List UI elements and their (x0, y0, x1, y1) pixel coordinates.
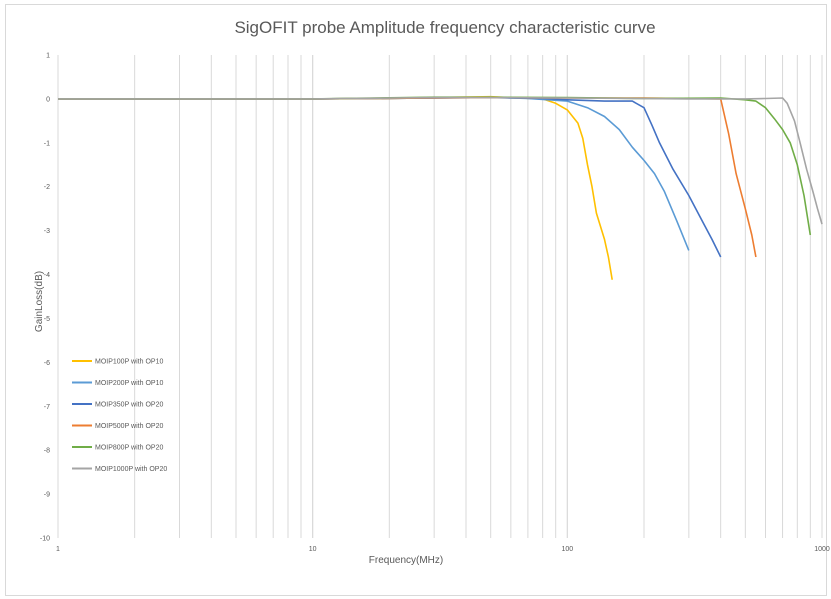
y-tick-label: -1 (44, 140, 50, 147)
legend-label: MOIP1000P with OP20 (95, 466, 167, 473)
x-tick-label: 1000 (814, 546, 830, 553)
y-tick-label: -6 (44, 360, 50, 367)
y-axis-label: GainLoss(dB) (34, 271, 45, 332)
y-tick-label: -2 (44, 184, 50, 191)
chart-area (5, 4, 827, 596)
legend-label: MOIP500P with OP20 (95, 423, 163, 430)
y-tick-label: -10 (40, 536, 50, 543)
y-tick-label: -5 (44, 316, 50, 323)
legend-label: MOIP800P with OP20 (95, 445, 163, 452)
gridlines (57, 55, 823, 538)
y-axis-ticks: 1 0 -1 -2 -3 -4 -5 -6 -7 -8 -9 -10 (40, 53, 50, 543)
x-axis-ticks: 1 10 100 1000 (56, 546, 830, 553)
x-tick-label: 100 (561, 546, 573, 553)
y-tick-label: -7 (44, 404, 50, 411)
chart-title: SigOFIT probe Amplitude frequency charac… (234, 18, 655, 37)
y-tick-label: 1 (46, 53, 50, 60)
y-tick-label: -8 (44, 448, 50, 455)
legend-label: MOIP200P with OP10 (95, 380, 163, 387)
legend-label: MOIP100P with OP10 (95, 359, 163, 366)
x-tick-label: 1 (56, 546, 60, 553)
legend-label: MOIP350P with OP20 (95, 402, 163, 409)
legend: MOIP100P with OP10 MOIP200P with OP10 MOIP… (72, 359, 167, 473)
series-lines (58, 95, 823, 280)
x-axis-label: Frequency(MHz) (369, 555, 443, 566)
y-tick-label: -9 (44, 492, 50, 499)
series-line-6 (58, 96, 823, 225)
y-tick-label: 0 (46, 96, 50, 103)
x-tick-label: 10 (309, 546, 317, 553)
y-tick-label: -4 (44, 272, 50, 279)
series-line-1 (58, 95, 613, 280)
series-line-2 (58, 96, 690, 251)
y-tick-label: -3 (44, 228, 50, 235)
series-line-4 (58, 96, 757, 258)
